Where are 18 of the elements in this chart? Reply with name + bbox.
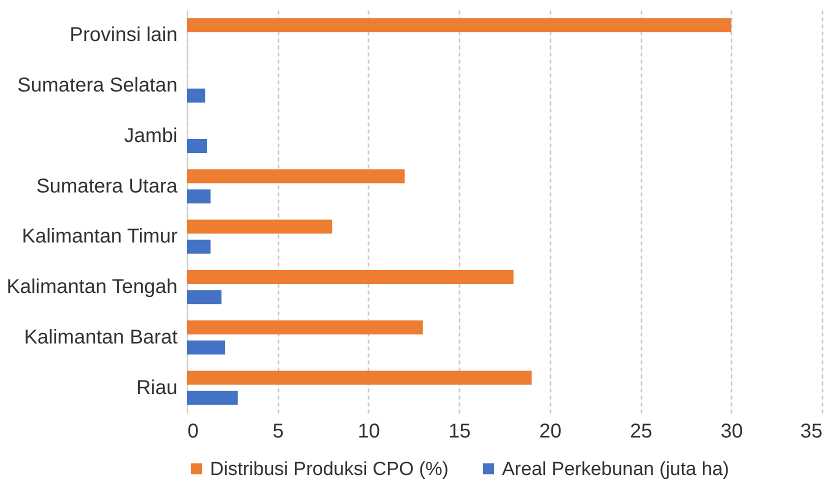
legend-label: Distribusi Produksi CPO (%) [210,458,449,480]
y-tick-label: Kalimantan Barat [24,326,178,348]
x-tick-label: 15 [448,420,471,442]
y-tick-label: Sumatera Utara [36,175,178,198]
x-tick-label: 30 [720,420,743,442]
x-tick-label: 25 [630,420,652,442]
y-tick-label: Sumatera Selatan [17,74,178,97]
y-tick-label: Kalimantan Tengah [6,276,178,298]
x-tick-label: 10 [358,420,380,442]
y-tick-label: Provinsi lain [70,24,178,46]
x-tick-label: 5 [272,420,284,442]
x-tick-label: 20 [539,420,562,442]
y-tick-label: Riau [136,376,178,399]
y-tick-label: Jambi [124,124,178,147]
y-tick-label: Kalimantan Timur [22,226,178,248]
x-tick-label: 35 [800,420,822,442]
legend-label: Areal Perkebunan (juta ha) [502,458,730,480]
x-tick-label: 0 [188,420,199,442]
